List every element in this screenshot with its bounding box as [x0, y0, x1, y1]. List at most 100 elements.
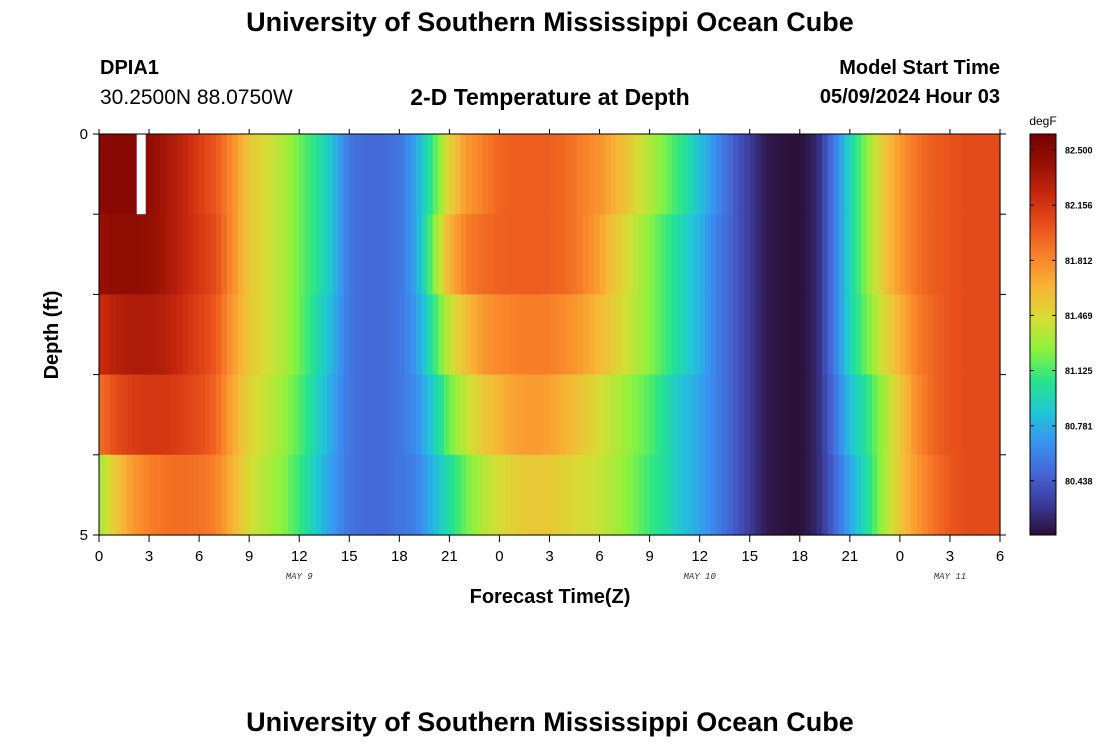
heatmap-cell — [566, 374, 573, 456]
heatmap-cell — [816, 214, 823, 295]
heatmap-cell — [855, 454, 862, 536]
heatmap-cell — [488, 294, 495, 376]
heatmap-cell — [438, 294, 445, 376]
heatmap-cell — [822, 134, 829, 215]
heatmap-cell — [799, 214, 806, 295]
heatmap-cell — [955, 374, 962, 456]
heatmap-cell — [771, 454, 779, 536]
heatmap-cell — [321, 294, 328, 376]
heatmap-cell — [649, 374, 656, 456]
heatmap-cell — [304, 294, 311, 376]
heatmap-cell — [949, 454, 957, 536]
heatmap-cell — [777, 294, 784, 376]
heatmap-cell — [137, 294, 145, 376]
heatmap-cell — [994, 374, 1001, 456]
heatmap-cell — [766, 374, 773, 456]
heatmap-cell — [933, 454, 940, 536]
x-tick-label: 3 — [946, 548, 954, 565]
heatmap-cell — [860, 294, 868, 376]
heatmap-cell — [477, 454, 484, 536]
x-tick-label: 18 — [791, 548, 808, 565]
colorbar — [1029, 133, 1057, 536]
heatmap-cell — [655, 454, 662, 536]
heatmap-cell — [210, 294, 217, 376]
heatmap-cell — [243, 374, 250, 456]
heatmap-cell — [416, 214, 423, 295]
heatmap-cell — [360, 374, 367, 456]
heatmap-cell — [454, 134, 462, 215]
heatmap-cell — [705, 294, 712, 376]
heatmap-cell — [877, 134, 884, 215]
heatmap-cell — [983, 214, 990, 295]
heatmap-cell — [660, 134, 667, 215]
heatmap-cell — [132, 134, 139, 215]
heatmap-cell — [527, 134, 534, 215]
heatmap-cell — [187, 294, 195, 376]
heatmap-cell — [265, 134, 273, 215]
heatmap-cell — [510, 374, 517, 456]
heatmap-cell — [427, 134, 434, 215]
heatmap-cell — [949, 294, 957, 376]
model-start-label: Model Start Time — [839, 57, 1000, 79]
heatmap-cell — [911, 294, 918, 376]
heatmap-cell — [438, 454, 445, 536]
heatmap-cell — [226, 454, 234, 536]
heatmap-cell — [226, 374, 234, 456]
heatmap-cell — [466, 374, 473, 456]
colorbar-unit: degF — [1029, 114, 1056, 128]
date-label: MAY 10 — [683, 572, 716, 582]
heatmap-cell — [265, 294, 273, 376]
heatmap-cell — [365, 214, 373, 295]
heatmap-cell — [977, 374, 984, 456]
heatmap-cell — [271, 134, 278, 215]
heatmap-cell — [727, 454, 734, 536]
heatmap-cell — [944, 374, 951, 456]
heatmap-cell — [232, 454, 239, 536]
heatmap-cell — [571, 134, 578, 215]
heatmap-cell — [849, 374, 856, 456]
heatmap-cell — [427, 294, 434, 376]
heatmap-cell — [282, 134, 289, 215]
heatmap-cell — [410, 134, 417, 215]
heatmap-cell — [204, 214, 211, 295]
heatmap-cell — [332, 454, 339, 536]
heatmap-cell — [549, 214, 556, 295]
heatmap-cell — [944, 294, 951, 376]
heatmap-cell — [788, 294, 795, 376]
heatmap-cell — [988, 374, 996, 456]
heatmap-cell — [783, 454, 790, 536]
heatmap-cell — [911, 374, 918, 456]
heatmap-cell — [315, 214, 323, 295]
heatmap-cell — [593, 454, 601, 536]
heatmap-cell — [187, 454, 195, 536]
heatmap-cell — [760, 134, 768, 215]
heatmap-cell — [688, 454, 695, 536]
heatmap-cell — [566, 134, 573, 215]
heatmap-cell — [165, 374, 172, 456]
heatmap-cell — [443, 454, 450, 536]
heatmap-cell — [755, 454, 762, 536]
heatmap-cell — [933, 294, 940, 376]
heatmap-cell — [883, 134, 890, 215]
page-title: University of Southern Mississippi Ocean… — [246, 7, 854, 37]
heatmap-cell — [204, 374, 211, 456]
heatmap-cell — [132, 214, 139, 295]
heatmap-cell — [883, 374, 890, 456]
heatmap-cell — [894, 374, 901, 456]
heatmap-cell — [833, 214, 840, 295]
heatmap-cell — [115, 294, 122, 376]
heatmap-cell — [182, 214, 189, 295]
heatmap-cell — [232, 214, 239, 295]
heatmap-cell — [977, 214, 984, 295]
heatmap-cell — [482, 134, 489, 215]
heatmap-cell — [716, 294, 723, 376]
heatmap-cell — [766, 294, 773, 376]
heatmap-cell — [121, 134, 128, 215]
heatmap-cell — [410, 454, 417, 536]
heatmap-cell — [644, 454, 651, 536]
heatmap-cell — [822, 294, 829, 376]
heatmap-cell — [972, 214, 979, 295]
heatmap-cell — [254, 454, 261, 536]
heatmap-cell — [682, 214, 690, 295]
heatmap-cell — [354, 134, 361, 215]
